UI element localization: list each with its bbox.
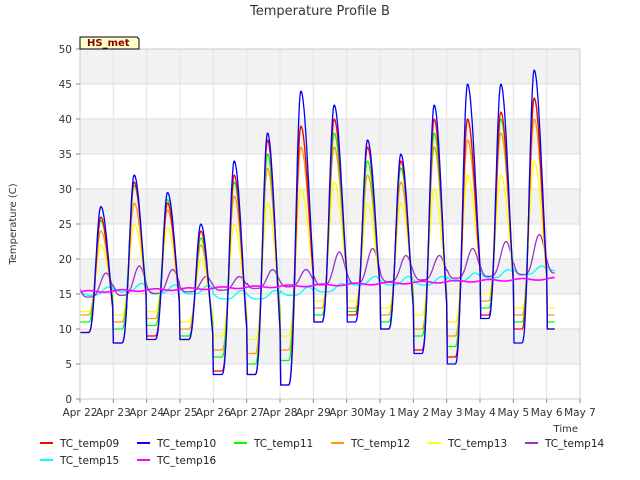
y-axis-ticks: 0 5 10 15 20 25 30 35 40 45 50 [59, 44, 80, 406]
x-tick-label: May 3 [431, 407, 463, 419]
legend-label-TC_temp14: TC_temp14 [544, 438, 605, 450]
x-tick-label: Apr 22 [63, 407, 98, 419]
plot-band [80, 84, 580, 119]
x-tick-label: May 6 [531, 407, 563, 419]
legend-label-TC_temp15: TC_temp15 [59, 455, 119, 467]
x-tick-label: May 7 [564, 407, 596, 419]
y-tick-label: 5 [65, 359, 72, 371]
y-tick-label: 40 [59, 114, 72, 126]
x-tick-label: Apr 29 [296, 407, 331, 419]
x-tick-label: Apr 30 [329, 407, 364, 419]
y-tick-label: 45 [59, 79, 72, 91]
y-tick-label: 30 [59, 184, 72, 196]
y-tick-label: 10 [59, 324, 72, 336]
plot-band [80, 294, 580, 329]
series-line-TC_temp16 [79, 276, 555, 294]
y-axis-title: Temperature (C) [8, 183, 19, 265]
plot-band [80, 364, 580, 399]
legend-label-TC_temp16: TC_temp16 [156, 455, 217, 467]
x-tick-label: Apr 28 [263, 407, 298, 419]
y-tick-label: 15 [59, 289, 72, 301]
x-tick-label: May 1 [364, 407, 396, 419]
y-tick-label: 35 [59, 149, 72, 161]
legend-label-TC_temp12: TC_temp12 [350, 438, 410, 450]
legend-label-TC_temp13: TC_temp13 [447, 438, 507, 450]
y-tick-label: 25 [59, 219, 72, 231]
x-tick-label: Apr 24 [129, 407, 164, 419]
plot-band [80, 329, 580, 364]
legend: TC_temp09 TC_temp10 TC_temp11 TC_temp12 TC_t… [40, 438, 605, 467]
site-label-text: HS_met [87, 38, 130, 49]
x-tick-label: Apr 23 [96, 407, 131, 419]
x-tick-label: May 2 [397, 407, 429, 419]
x-tick-label: May 5 [497, 407, 529, 419]
plot-band [80, 49, 580, 84]
series-layer [79, 69, 555, 386]
x-tick-label: May 4 [464, 407, 496, 419]
chart-title: Temperature Profile B [249, 4, 390, 19]
y-tick-label: 0 [65, 394, 72, 406]
y-tick-label: 20 [59, 254, 72, 266]
legend-label-TC_temp09: TC_temp09 [59, 438, 119, 450]
y-tick-label: 50 [59, 44, 72, 56]
site-label-badge: HS_met [79, 36, 140, 50]
x-tick-label: Apr 25 [163, 407, 198, 419]
x-tick-label: Apr 26 [196, 407, 231, 419]
legend-label-TC_temp11: TC_temp11 [253, 438, 313, 450]
x-tick-label: Apr 27 [229, 407, 264, 419]
x-axis-title: Time [553, 424, 578, 435]
series-line-TC_temp10 [80, 69, 555, 386]
series-line-TC_temp14 [79, 233, 555, 298]
legend-label-TC_temp10: TC_temp10 [156, 438, 216, 450]
